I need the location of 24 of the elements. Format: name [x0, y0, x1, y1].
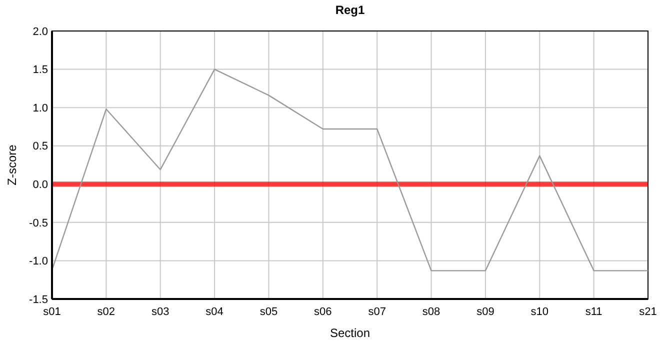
x-tick-label: s07 [368, 306, 386, 318]
x-tick-label: s06 [314, 306, 332, 318]
y-tick-label: 1.5 [32, 64, 48, 76]
y-tick-label: 0.5 [32, 140, 48, 153]
line-series [51, 68, 649, 272]
y-tick-label: 0.0 [32, 178, 48, 191]
x-tick-label: s02 [97, 306, 116, 318]
x-tick-label: s03 [151, 306, 170, 318]
y-axis-title: Z-score [5, 144, 19, 186]
x-tick-label: s05 [260, 306, 278, 318]
y-tick-label: -0.5 [29, 217, 48, 230]
chart-title: Reg1 [335, 3, 365, 17]
x-tick-label: s11 [585, 306, 602, 318]
y-tick-label: 2.0 [32, 26, 48, 38]
x-tick-label: s01 [43, 306, 61, 318]
y-tick-label: -1.5 [29, 294, 48, 306]
x-tick-label: s10 [530, 306, 549, 318]
y-tick-label: -1.0 [29, 256, 48, 268]
x-tick-label: s09 [476, 306, 494, 318]
y-tick-label: 1.0 [32, 102, 48, 114]
x-axis-title: Section [330, 326, 370, 340]
x-tick-label: s21 [639, 306, 657, 318]
x-tick-label: s08 [422, 306, 440, 318]
x-tick-label: s04 [206, 306, 224, 318]
